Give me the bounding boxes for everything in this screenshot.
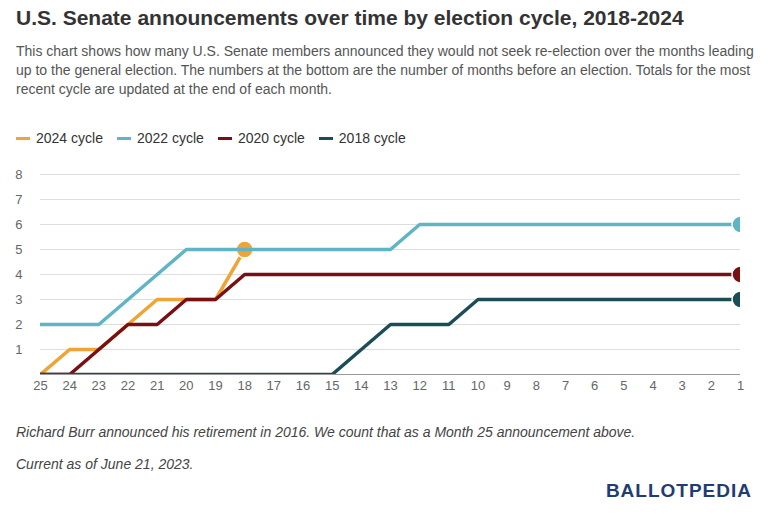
svg-text:20: 20 — [179, 378, 193, 393]
svg-text:1: 1 — [15, 342, 22, 357]
svg-text:12: 12 — [412, 378, 426, 393]
svg-text:25: 25 — [33, 378, 47, 393]
svg-text:19: 19 — [208, 378, 222, 393]
svg-text:10: 10 — [471, 378, 485, 393]
svg-text:11: 11 — [442, 378, 456, 393]
html-text:Richard Burr announced his ret: Richard Burr announced his retirement in… — [16, 424, 636, 440]
svg-text:17: 17 — [267, 378, 281, 393]
html-text:BALLOTPEDIA: BALLOTPEDIA — [605, 480, 752, 501]
svg-text:14: 14 — [354, 378, 368, 393]
svg-text:6: 6 — [15, 217, 22, 232]
svg-text:7: 7 — [562, 378, 569, 393]
svg-text:18: 18 — [237, 378, 251, 393]
svg-text:7: 7 — [15, 192, 22, 207]
svg-text:3: 3 — [679, 378, 686, 393]
html-text:2020 cycle: 2020 cycle — [237, 130, 305, 146]
svg-text:8: 8 — [15, 167, 22, 182]
svg-text:21: 21 — [150, 378, 164, 393]
html-text:U.S. Senate announcements over: U.S. Senate announcements over time by e… — [16, 6, 684, 29]
svg-text:13: 13 — [383, 378, 397, 393]
svg-text:22: 22 — [121, 378, 135, 393]
svg-text:4: 4 — [15, 267, 22, 282]
svg-text:6: 6 — [591, 378, 598, 393]
svg-text:2: 2 — [15, 317, 22, 332]
svg-text:24: 24 — [62, 378, 76, 393]
svg-text:15: 15 — [325, 378, 339, 393]
svg-text:3: 3 — [15, 292, 22, 307]
svg-text:16: 16 — [296, 378, 310, 393]
svg-text:23: 23 — [92, 378, 106, 393]
svg-text:4: 4 — [649, 378, 656, 393]
html-text:2024 cycle: 2024 cycle — [36, 130, 103, 146]
svg-text:2: 2 — [708, 378, 715, 393]
svg-text:1: 1 — [737, 378, 744, 393]
html-text:2018 cycle: 2018 cycle — [338, 130, 406, 146]
svg-text:9: 9 — [504, 378, 511, 393]
html-text:Current as of June 21, 2023.: Current as of June 21, 2023. — [16, 456, 194, 472]
svg-text:5: 5 — [15, 242, 22, 257]
html-text:This chart shows how many U.S.: This chart shows how many U.S. Senate me… — [16, 43, 754, 97]
svg-text:5: 5 — [620, 378, 627, 393]
svg-text:8: 8 — [533, 378, 540, 393]
html-text:2022 cycle: 2022 cycle — [136, 130, 204, 146]
